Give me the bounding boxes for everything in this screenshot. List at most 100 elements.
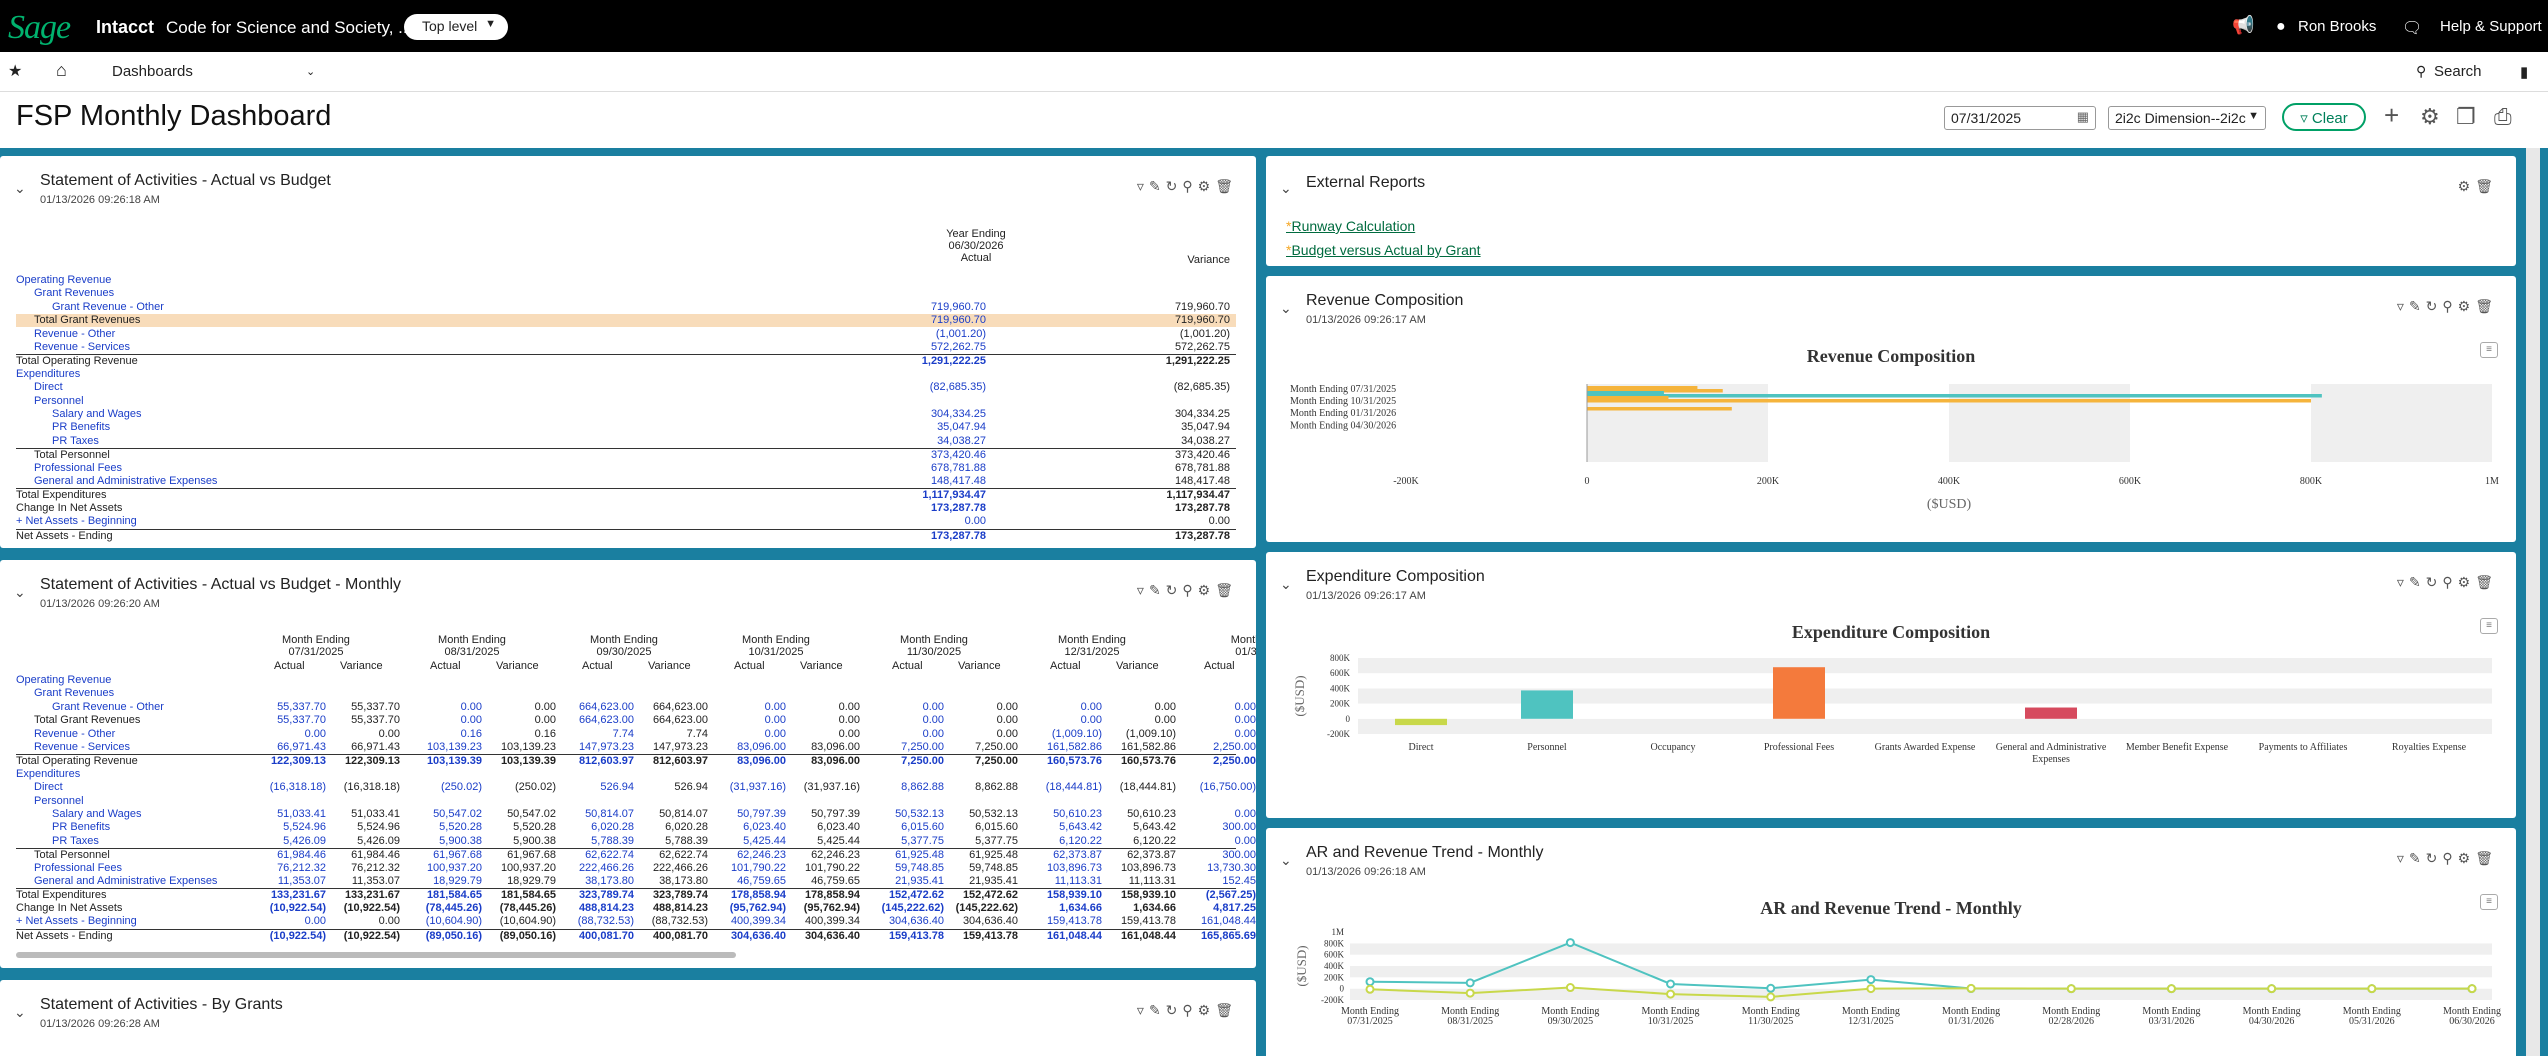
actual-cell[interactable]: (2,567.25) <box>1205 889 1256 902</box>
actual-cell[interactable]: 122,309.13 <box>270 755 326 768</box>
chart-menu-icon[interactable]: ≡ <box>2480 894 2498 910</box>
actual-cell[interactable]: 2,250.00 <box>1213 741 1256 753</box>
sage-logo[interactable]: Sage <box>8 9 71 46</box>
actual-cell[interactable]: 61,984.46 <box>277 849 326 862</box>
row-label[interactable]: Professional Fees <box>34 861 123 874</box>
actual-cell[interactable]: 0.00 <box>1234 714 1256 727</box>
calendar-icon[interactable]: ▦ <box>2076 109 2089 124</box>
actual-cell[interactable]: 181,584.65 <box>426 889 482 902</box>
actual-cell[interactable]: (1,009.10) <box>1051 727 1102 740</box>
row-label[interactable]: Direct <box>34 381 63 394</box>
actual-cell[interactable]: 1,634.66 <box>1059 901 1102 914</box>
data-point[interactable] <box>1866 975 1876 985</box>
actual-cell[interactable]: 100,937.20 <box>426 861 482 874</box>
actual-cell[interactable]: 5,426.09 <box>283 834 326 847</box>
row-label[interactable]: + Net Assets - Beginning <box>16 915 137 928</box>
actual-cell[interactable]: 18,929.79 <box>433 875 482 887</box>
actual-cell[interactable]: 0.16 <box>460 727 482 740</box>
actual-cell[interactable]: 148,417.48 <box>930 475 986 487</box>
actual-cell[interactable]: 5,377.75 <box>901 834 944 847</box>
collapse-chevron-icon[interactable]: ⌄ <box>1280 180 1292 196</box>
actual-cell[interactable]: 159,413.78 <box>1046 915 1102 928</box>
data-point[interactable] <box>1666 989 1676 999</box>
actual-cell[interactable]: 2,250.00 <box>1213 755 1256 768</box>
actual-cell[interactable]: 0.00 <box>1234 808 1256 820</box>
actual-cell[interactable]: 6,120.22 <box>1059 834 1102 847</box>
actual-cell[interactable]: 0.00 <box>1080 714 1102 727</box>
actual-cell[interactable]: 5,900.38 <box>439 834 482 847</box>
actual-cell[interactable]: (89,050.16) <box>425 929 482 942</box>
actual-cell[interactable]: 103,896.73 <box>1046 861 1102 874</box>
actual-cell[interactable]: 62,246.23 <box>737 849 786 862</box>
actual-cell[interactable]: 147,973.23 <box>578 741 634 753</box>
actual-cell[interactable]: (16,750.00) <box>1199 781 1256 794</box>
actual-cell[interactable]: 173,287.78 <box>930 529 986 542</box>
data-point[interactable] <box>2467 984 2477 994</box>
actual-cell[interactable]: 0.00 <box>1234 700 1256 713</box>
actual-cell[interactable]: 133,231.67 <box>270 889 326 902</box>
card-toolbar[interactable]: ▿✎↻⚲⚙🗑 <box>1136 178 1238 194</box>
actual-cell[interactable]: 152.45 <box>1222 875 1256 887</box>
actual-cell[interactable]: 0.00 <box>922 714 944 727</box>
actual-cell[interactable]: 0.00 <box>764 700 786 713</box>
actual-cell[interactable]: 50,532.13 <box>895 808 944 820</box>
row-label[interactable]: Revenue - Services <box>34 341 130 353</box>
row-label[interactable]: PR Taxes <box>52 434 99 447</box>
actual-cell[interactable]: 0.00 <box>304 727 326 740</box>
card-toolbar[interactable]: ▿✎↻⚲⚙🗑 <box>1136 582 1238 598</box>
actual-cell[interactable]: 0.00 <box>922 700 944 713</box>
actual-cell[interactable]: (10,922.54) <box>269 901 326 914</box>
level-selector[interactable]: Top level ▼ <box>404 14 508 40</box>
actual-cell[interactable]: 5,643.42 <box>1059 821 1102 834</box>
actual-cell[interactable]: 101,790.22 <box>730 861 786 874</box>
bar[interactable] <box>1587 386 1698 390</box>
row-label[interactable]: Salary and Wages <box>52 808 142 820</box>
actual-cell[interactable]: 6,020.28 <box>591 821 634 834</box>
bookmark-icon[interactable]: ▮ <box>2520 64 2529 81</box>
budget-vs-actual-link[interactable]: *Budget versus Actual by Grant <box>1286 242 1481 258</box>
actual-cell[interactable]: 159,413.78 <box>888 929 944 942</box>
actual-cell[interactable]: 5,524.96 <box>283 821 326 834</box>
actual-cell[interactable]: 222,466.26 <box>578 861 634 874</box>
actual-cell[interactable]: 59,748.85 <box>895 861 944 874</box>
row-label[interactable]: Revenue - Other <box>34 727 116 740</box>
row-label[interactable]: Professional Fees <box>34 461 123 474</box>
actual-cell[interactable]: (1,001.20) <box>935 327 986 340</box>
bar[interactable] <box>1587 399 2311 403</box>
actual-cell[interactable]: 719,960.70 <box>930 314 986 327</box>
actual-cell[interactable]: 488,814.23 <box>578 901 634 914</box>
actual-cell[interactable]: 51,033.41 <box>277 808 326 820</box>
actual-cell[interactable]: 400,081.70 <box>578 929 634 942</box>
actual-cell[interactable]: 55,337.70 <box>277 700 326 713</box>
actual-cell[interactable]: 678,781.88 <box>930 461 986 474</box>
actual-cell[interactable]: 304,636.40 <box>730 929 786 942</box>
data-point[interactable] <box>1565 938 1575 948</box>
gear-icon[interactable]: ⚙ <box>2420 104 2440 129</box>
user-name[interactable]: Ron Brooks <box>2298 18 2377 35</box>
actual-cell[interactable]: 50,814.07 <box>585 808 634 820</box>
data-point[interactable] <box>1365 984 1375 994</box>
actual-cell[interactable]: 173,287.78 <box>930 501 986 514</box>
actual-cell[interactable]: 13,730.30 <box>1207 861 1256 874</box>
actual-cell[interactable]: 61,925.48 <box>895 849 944 862</box>
actual-cell[interactable]: 5,520.28 <box>439 821 482 834</box>
actual-cell[interactable]: (95,762.94) <box>729 901 786 914</box>
row-label[interactable]: General and Administrative Expenses <box>34 475 218 487</box>
actual-cell[interactable]: 0.00 <box>460 700 482 713</box>
actual-cell[interactable]: (250.02) <box>441 781 482 794</box>
actual-cell[interactable]: 35,047.94 <box>937 421 986 434</box>
collapse-chevron-icon[interactable]: ⌄ <box>14 180 26 196</box>
date-field[interactable]: 07/31/2025 ▦ <box>1944 106 2096 130</box>
actual-cell[interactable]: 83,096.00 <box>737 755 786 768</box>
data-point[interactable] <box>1766 983 1776 993</box>
row-label[interactable]: Personnel <box>34 794 84 807</box>
actual-cell[interactable]: 664,623.00 <box>578 700 634 713</box>
actual-cell[interactable]: 4,817.25 <box>1213 901 1256 914</box>
actual-cell[interactable]: 7,250.00 <box>901 741 944 753</box>
collapse-chevron-icon[interactable]: ⌄ <box>14 584 26 600</box>
actual-cell[interactable]: 46,759.65 <box>737 875 786 887</box>
actual-cell[interactable]: 0.00 <box>764 714 786 727</box>
row-label[interactable]: General and Administrative Expenses <box>34 875 218 887</box>
actual-cell[interactable]: 66,971.43 <box>277 741 326 753</box>
actual-cell[interactable]: 0.00 <box>1080 700 1102 713</box>
